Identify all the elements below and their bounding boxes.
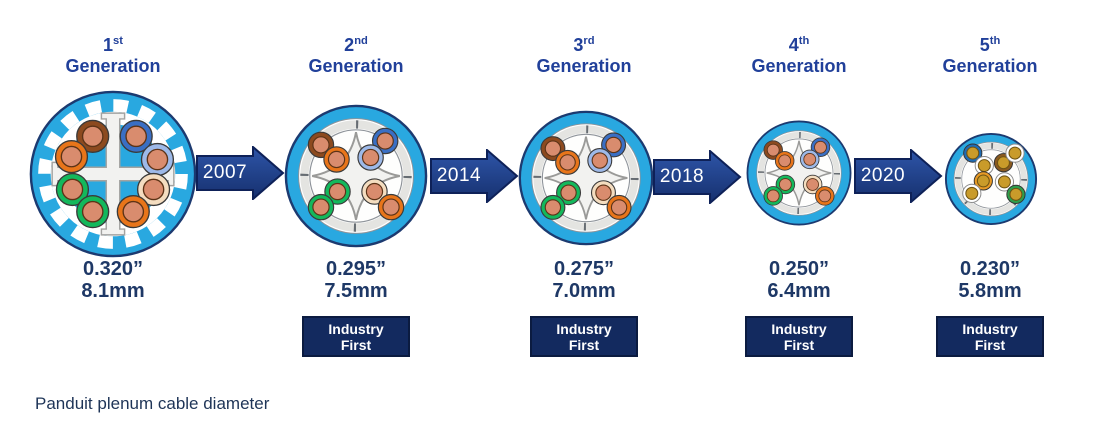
gen-5-diameter: 0.230” 5.8mm xyxy=(905,258,1075,302)
gen-4-label: Generation xyxy=(751,56,847,76)
badge-line2: First xyxy=(783,337,815,353)
caption: Panduit plenum cable diameter xyxy=(35,394,270,413)
gen-2-cable-cross-section xyxy=(284,104,428,248)
badge-line1: Industry xyxy=(962,321,1018,337)
timeline-arrow-2020: 2020 xyxy=(853,149,943,203)
gen-3-title: 3rd Generation xyxy=(499,31,669,77)
year-label-2007: 2007 xyxy=(202,162,248,183)
year-label-2018: 2018 xyxy=(659,166,705,187)
gen-4-industry-first-badge: Industry First xyxy=(745,316,853,357)
gen-3-industry-first-badge: Industry First xyxy=(530,316,638,357)
gen-1-cable-cross-section xyxy=(28,89,198,259)
gen-4-title: 4th Generation xyxy=(714,31,884,77)
year-label-2014: 2014 xyxy=(436,165,482,186)
gen-4-diameter-inches: 0.250” xyxy=(768,258,830,280)
gen-4-cable-cross-section xyxy=(746,120,852,226)
badge-line2: First xyxy=(974,337,1006,353)
gen-5-diameter-mm: 5.8mm xyxy=(958,280,1022,302)
gen-3-label: Generation xyxy=(536,56,632,76)
gen-5-title: 5th Generation xyxy=(905,31,1075,77)
gen-2-diameter: 0.295” 7.5mm xyxy=(271,258,441,302)
gen-2-ordinal: 2 xyxy=(344,35,355,55)
timeline-arrow-2014: 2014 xyxy=(429,149,519,203)
gen-1-label: Generation xyxy=(65,56,161,76)
gen-2-title: 2nd Generation xyxy=(271,31,441,77)
gen-5-ordinal: 5 xyxy=(979,35,990,55)
badge-line1: Industry xyxy=(328,321,384,337)
gen-1-ordinal: 1 xyxy=(103,35,114,55)
arrow-right-icon xyxy=(430,149,519,203)
gen-2-diameter-mm: 7.5mm xyxy=(324,280,388,302)
gen-3-diameter-inches: 0.275” xyxy=(553,258,615,280)
year-label-2020: 2020 xyxy=(860,165,906,186)
gen-1-diameter: 0.320” 8.1mm xyxy=(28,258,198,302)
gen-3-ordinal: 3 xyxy=(573,35,584,55)
gen-4-diameter-mm: 6.4mm xyxy=(767,280,831,302)
gen-3-diameter-mm: 7.0mm xyxy=(552,280,616,302)
badge-line1: Industry xyxy=(556,321,612,337)
timeline-arrow-2007: 2007 xyxy=(195,146,285,200)
gen-1-diameter-mm: 8.1mm xyxy=(81,280,145,302)
badge-line2: First xyxy=(340,337,372,353)
gen-5-industry-first-badge: Industry First xyxy=(936,316,1044,357)
badge-line1: Industry xyxy=(771,321,827,337)
arrow-right-icon xyxy=(653,150,742,204)
gen-3-diameter: 0.275” 7.0mm xyxy=(499,258,669,302)
gen-3-ordinal-suffix: rd xyxy=(583,35,595,47)
arrow-right-icon xyxy=(196,146,285,200)
arrow-right-icon xyxy=(854,149,943,203)
gen-5-diameter-inches: 0.230” xyxy=(959,258,1021,280)
gen-1-diameter-inches: 0.320” xyxy=(82,258,144,280)
timeline-arrow-2018: 2018 xyxy=(652,150,742,204)
gen-4-ordinal-suffix: th xyxy=(798,35,810,47)
gen-5-cable-cross-section xyxy=(944,132,1038,226)
gen-1-ordinal-suffix: st xyxy=(113,35,123,47)
gen-4-ordinal: 4 xyxy=(788,35,799,55)
gen-2-diameter-inches: 0.295” xyxy=(325,258,387,280)
gen-4-diameter: 0.250” 6.4mm xyxy=(714,258,884,302)
gen-1-title: 1st Generation xyxy=(28,31,198,77)
gen-2-label: Generation xyxy=(308,56,404,76)
gen-2-ordinal-suffix: nd xyxy=(354,35,368,47)
badge-line2: First xyxy=(568,337,600,353)
gen-5-label: Generation xyxy=(942,56,1038,76)
gen-2-industry-first-badge: Industry First xyxy=(302,316,410,357)
gen-3-cable-cross-section xyxy=(518,110,654,246)
gen-5-ordinal-suffix: th xyxy=(989,35,1001,47)
